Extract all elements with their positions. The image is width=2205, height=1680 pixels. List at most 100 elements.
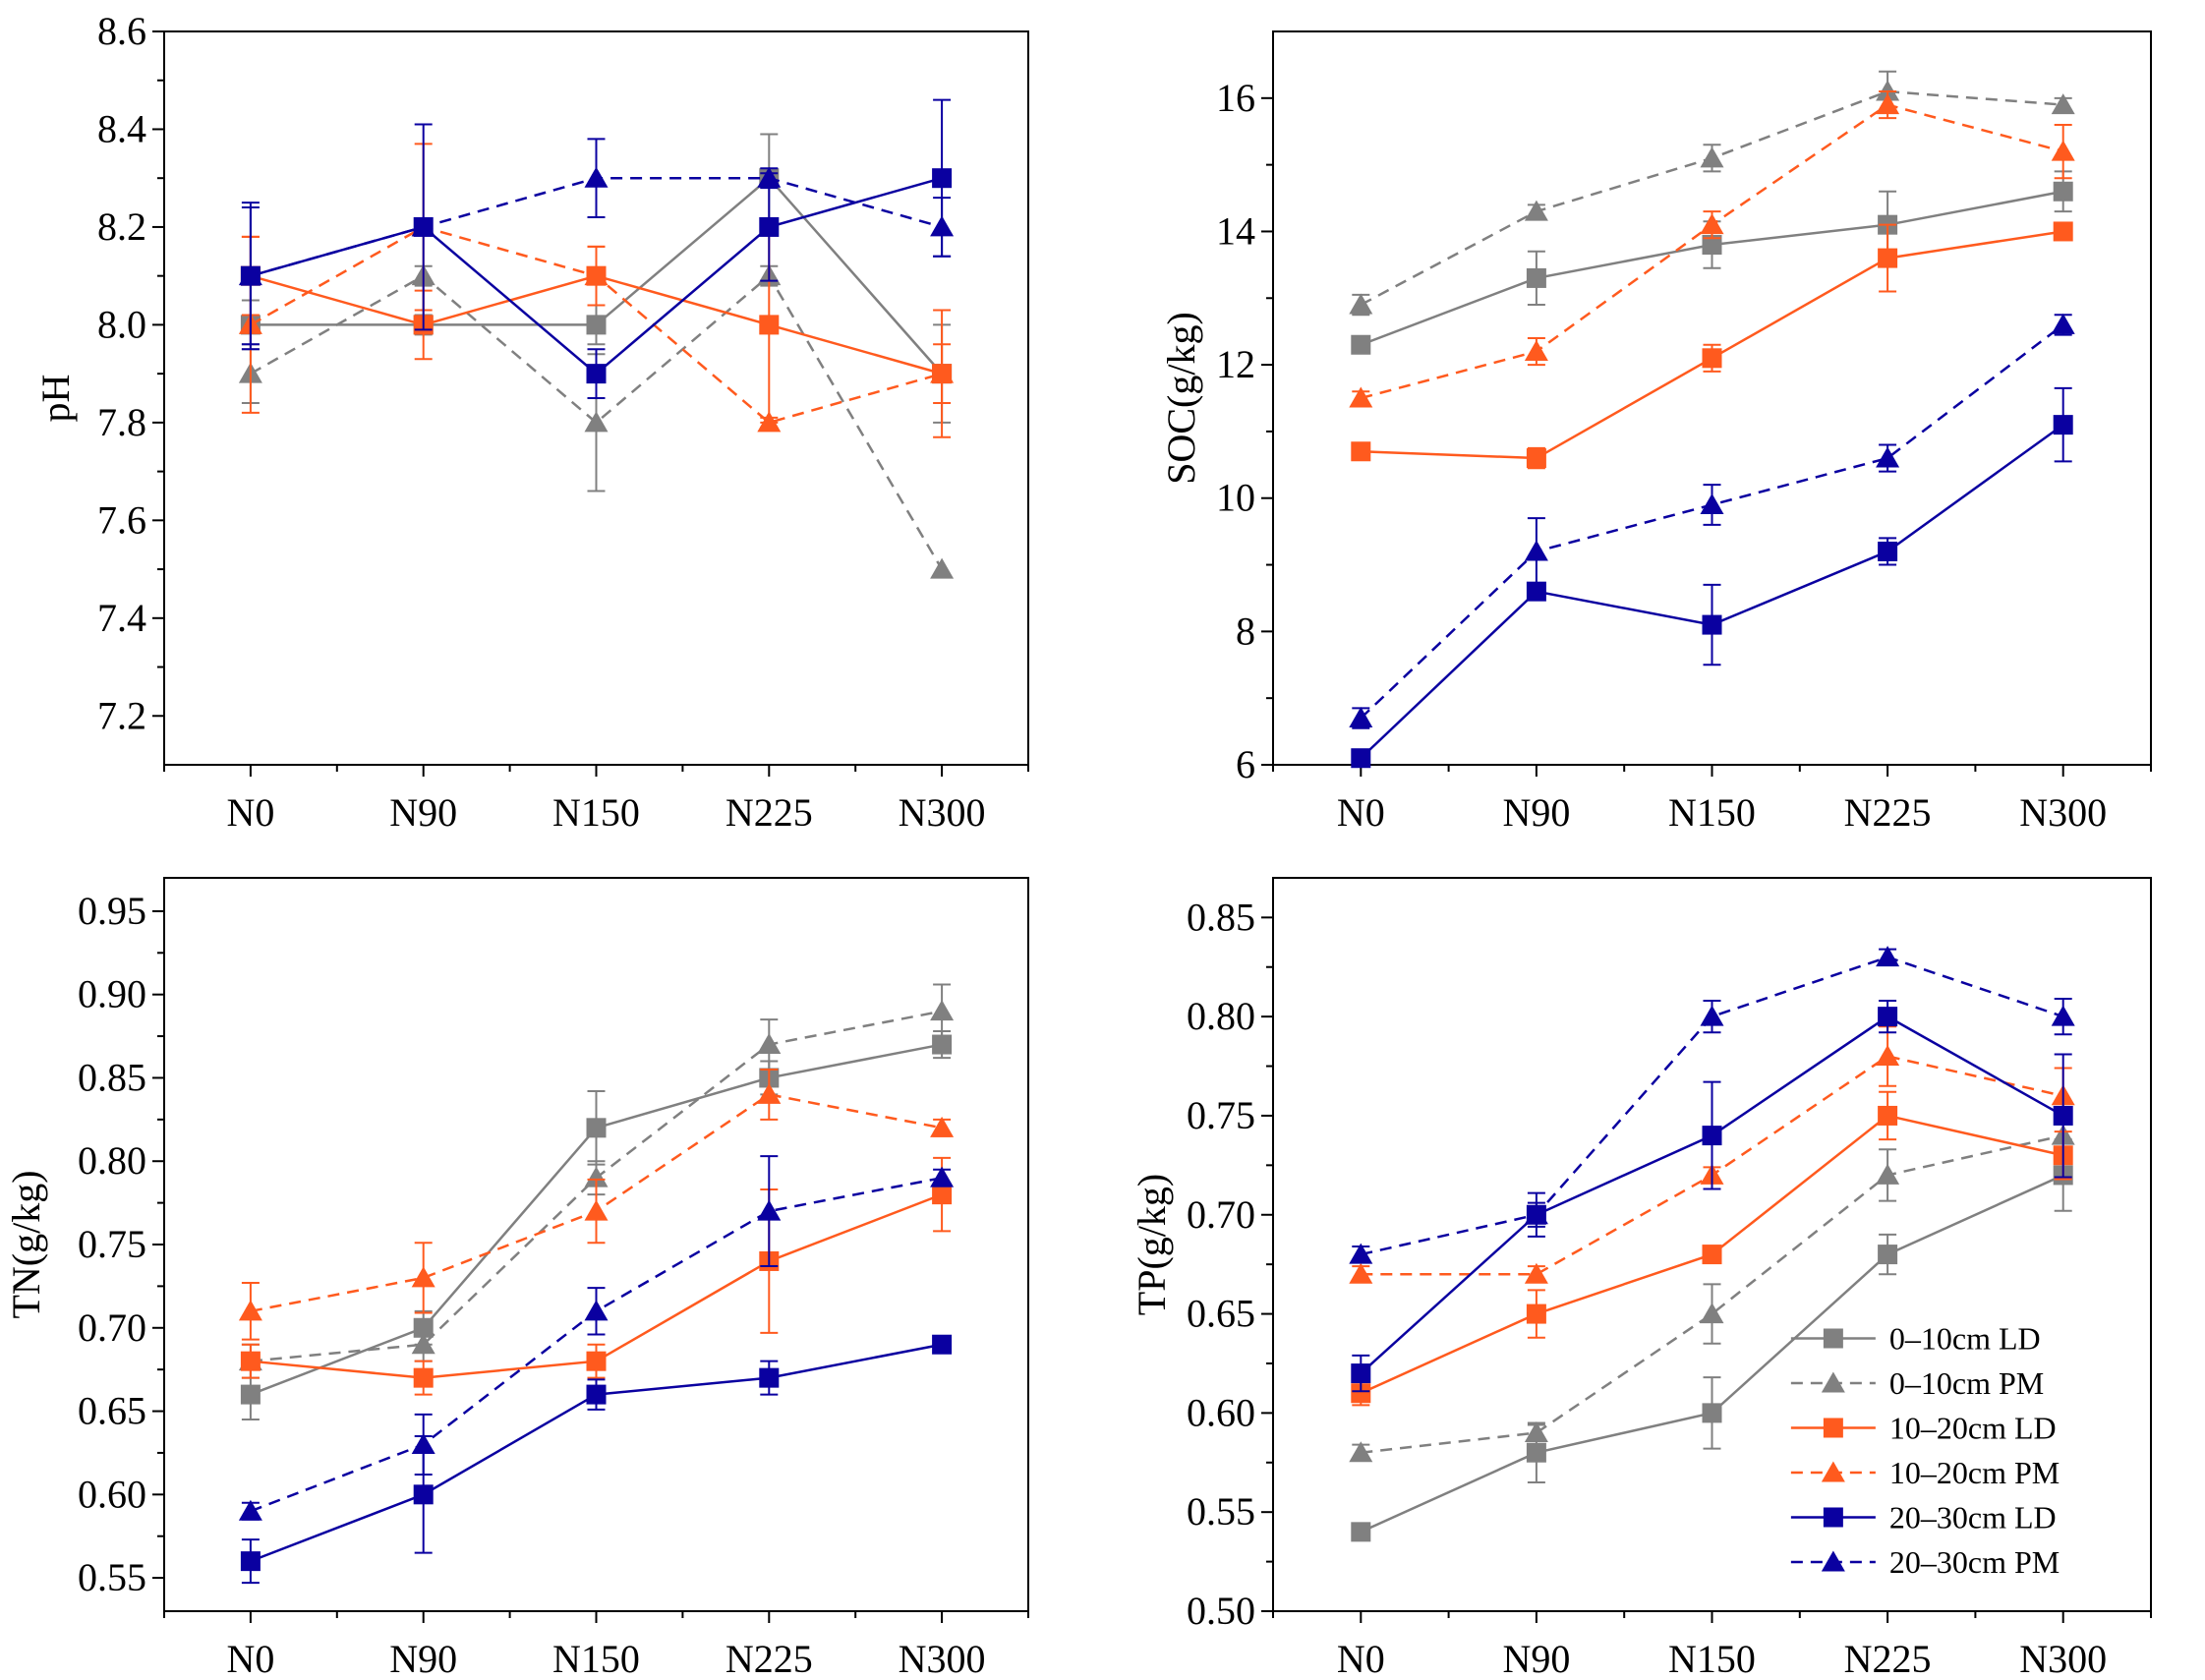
legend-marker xyxy=(1821,1371,1845,1393)
series-5 xyxy=(238,138,955,346)
data-point xyxy=(932,1185,953,1205)
y-tick-label: 8.4 xyxy=(97,106,146,150)
series-4 xyxy=(1351,386,2073,769)
data-point xyxy=(932,1334,953,1355)
y-tick-label: 0.80 xyxy=(1187,994,1255,1038)
data-point xyxy=(930,1166,955,1188)
x-tick-label: N225 xyxy=(1844,1637,1932,1680)
data-point xyxy=(2053,1105,2073,1126)
series-2 xyxy=(1351,1090,2073,1407)
x-tick-label: N150 xyxy=(1668,1637,1756,1680)
data-point xyxy=(1878,1105,1898,1126)
data-point xyxy=(584,1300,609,1321)
data-point xyxy=(584,264,609,286)
y-tick-label: 8 xyxy=(1236,608,1255,653)
data-point xyxy=(1351,1522,1371,1542)
data-point xyxy=(759,216,780,237)
data-point xyxy=(1524,540,1548,561)
legend-label: 0–10cm PM xyxy=(1889,1365,2044,1401)
data-point xyxy=(586,364,607,384)
tn-panel: 0.55 0.60 0.65 0.70 0.75 0.80 0.85 0.90 0.95 N0 N9… xyxy=(4,877,1029,1680)
x-tick-label: N90 xyxy=(1502,1637,1570,1680)
data-point xyxy=(1700,146,1724,168)
data-point xyxy=(1349,1243,1373,1264)
y-tick-label: 12 xyxy=(1216,342,1255,386)
series-2 xyxy=(1351,221,2073,470)
y-tick-label: 7.4 xyxy=(97,596,146,640)
data-point xyxy=(586,1351,607,1371)
data-point xyxy=(411,215,435,237)
series-0 xyxy=(1351,170,2073,355)
data-point xyxy=(757,1082,782,1104)
x-tick-label: N225 xyxy=(725,790,813,835)
data-point xyxy=(1700,493,1724,515)
data-point xyxy=(1700,1005,1724,1026)
data-point xyxy=(930,1000,955,1021)
data-point xyxy=(2051,313,2075,334)
data-point xyxy=(930,557,955,579)
data-point xyxy=(1349,1441,1373,1463)
data-point xyxy=(757,166,782,188)
x-tick-label: N0 xyxy=(1337,790,1385,835)
data-point xyxy=(930,1116,955,1137)
data-point xyxy=(2051,1005,2075,1026)
data-point xyxy=(1702,1403,1722,1423)
data-point xyxy=(757,1199,782,1221)
data-point xyxy=(1526,267,1546,288)
y-tick-label: 0.55 xyxy=(1187,1489,1255,1534)
x-tick-label: N90 xyxy=(1502,790,1570,835)
data-point xyxy=(1876,1163,1900,1185)
x-tick-label: N300 xyxy=(2019,1637,2107,1680)
series-5 xyxy=(1349,946,2075,1264)
data-point xyxy=(1700,213,1724,235)
data-point xyxy=(584,1199,609,1221)
data-point xyxy=(1702,1245,1722,1265)
y-axis-title: SOC(g/kg) xyxy=(1159,312,1203,485)
y-axis-title: TP(g/kg) xyxy=(1130,1174,1174,1315)
series-1 xyxy=(1349,70,2075,317)
legend-marker xyxy=(1823,1507,1843,1528)
data-point xyxy=(584,1166,609,1188)
y-tick-label: 6 xyxy=(1236,742,1255,786)
plot-area xyxy=(1349,70,2075,769)
x-tick-label: N0 xyxy=(226,1637,274,1680)
data-point xyxy=(586,1118,607,1138)
legend-label: 20–30cm PM xyxy=(1889,1544,2060,1580)
y-tick-label: 10 xyxy=(1216,476,1255,520)
legend-label: 20–30cm LD xyxy=(1889,1499,2057,1535)
data-point xyxy=(1702,1126,1722,1146)
y-tick-label: 0.70 xyxy=(1187,1192,1255,1237)
data-point xyxy=(1876,1044,1900,1066)
x-tick-label: N225 xyxy=(1844,790,1932,835)
data-point xyxy=(1700,1303,1724,1324)
data-point xyxy=(932,1034,953,1055)
data-point xyxy=(1702,614,1722,635)
legend-label: 10–20cm LD xyxy=(1889,1410,2057,1445)
data-point xyxy=(2051,93,2075,115)
data-point xyxy=(2051,140,2075,161)
data-point xyxy=(930,362,955,383)
data-point xyxy=(240,1351,261,1371)
data-point xyxy=(1349,1262,1373,1284)
y-tick-label: 8.6 xyxy=(97,9,146,53)
plot-area xyxy=(1349,946,2075,1542)
data-point xyxy=(1524,1203,1548,1225)
legend-item: 10–20cm PM xyxy=(1790,1455,2060,1490)
data-point xyxy=(413,1484,434,1505)
data-point xyxy=(1524,1262,1548,1284)
data-point xyxy=(1351,1363,1371,1384)
data-point xyxy=(584,166,609,188)
data-point xyxy=(1878,248,1898,268)
data-point xyxy=(1526,448,1546,469)
y-tick-label: 0.70 xyxy=(78,1305,146,1350)
data-point xyxy=(238,1300,262,1321)
x-tick-label: N225 xyxy=(725,1637,813,1680)
data-point xyxy=(411,1266,435,1288)
y-tick-label: 0.85 xyxy=(78,1055,146,1099)
legend-marker xyxy=(1821,1550,1845,1572)
data-point xyxy=(2053,221,2073,242)
data-point xyxy=(240,1551,261,1572)
y-tick-label: 0.75 xyxy=(78,1222,146,1266)
y-tick-label: 0.85 xyxy=(1187,895,1255,939)
data-point xyxy=(757,411,782,433)
